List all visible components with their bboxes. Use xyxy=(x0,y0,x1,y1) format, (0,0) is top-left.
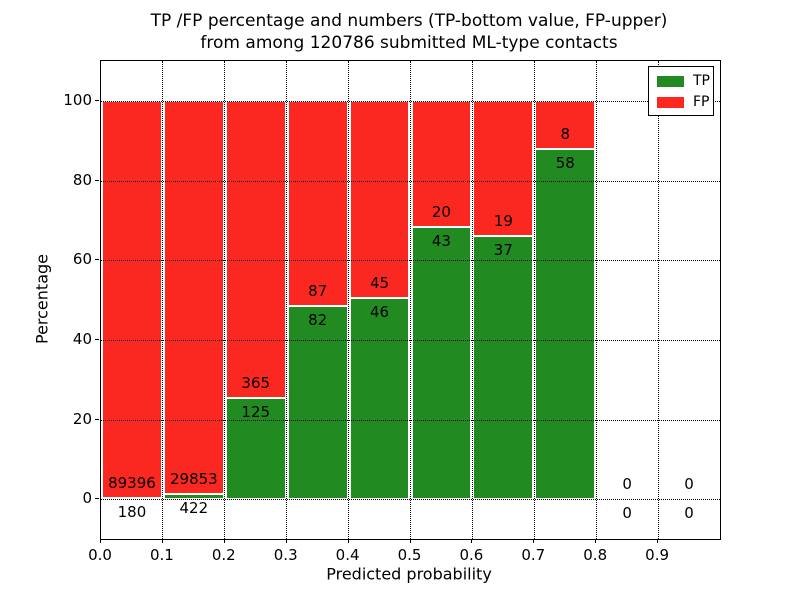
vertical-gridline xyxy=(224,61,226,539)
x-tick-label: 0.7 xyxy=(521,546,546,564)
legend-label-fp: FP xyxy=(693,94,710,110)
bar-tp-segment xyxy=(473,235,534,500)
legend-entry-fp: FP xyxy=(657,95,710,109)
chart-title-line1: TP /FP percentage and numbers (TP-bottom… xyxy=(150,11,668,31)
x-tick-mark xyxy=(595,539,597,543)
vertical-gridline xyxy=(162,61,164,539)
horizontal-gridline xyxy=(101,339,720,341)
vertical-gridline xyxy=(533,61,535,539)
bar-tp-segment xyxy=(287,305,348,500)
horizontal-gridline xyxy=(101,419,720,421)
x-tick-label: 0.4 xyxy=(335,546,360,564)
legend-label-tp: TP xyxy=(693,73,710,89)
legend-swatch-fp xyxy=(657,96,684,108)
vertical-gridline xyxy=(595,61,597,539)
bar-fp-segment xyxy=(287,100,348,306)
fp-count-label: 87 xyxy=(308,281,328,300)
bar-fp-segment xyxy=(473,100,534,236)
y-tick-label: 60 xyxy=(72,250,92,269)
fp-count-label: 0 xyxy=(622,475,632,494)
x-tick-mark xyxy=(657,539,659,543)
y-tick-mark xyxy=(95,338,99,340)
x-tick-label: 0.6 xyxy=(459,546,484,564)
x-tick-mark xyxy=(223,539,225,543)
tp-count-label: 125 xyxy=(241,402,271,421)
legend: TP FP xyxy=(648,66,714,116)
fp-count-label: 20 xyxy=(431,203,451,222)
legend-entry-tp: TP xyxy=(657,74,710,88)
x-tick-label: 0.9 xyxy=(645,546,670,564)
bar-tp-segment xyxy=(163,493,224,500)
y-tick-label: 100 xyxy=(63,90,92,109)
y-tick-mark xyxy=(95,498,99,500)
vertical-gridline xyxy=(471,61,473,539)
chart-title-line2: from among 120786 submitted ML-type cont… xyxy=(200,33,618,53)
x-tick-label: 0.1 xyxy=(149,546,174,564)
y-tick-mark xyxy=(95,99,99,101)
x-tick-mark xyxy=(533,539,535,543)
x-tick-mark xyxy=(471,539,473,543)
tp-count-label: 0 xyxy=(622,504,632,523)
x-tick-mark xyxy=(285,539,287,543)
y-tick-label: 20 xyxy=(72,409,92,428)
fp-count-label: 29853 xyxy=(169,469,218,488)
x-tick-label: 0.0 xyxy=(88,546,112,564)
tp-count-label: 46 xyxy=(370,302,390,321)
x-tick-mark xyxy=(409,539,411,543)
y-tick-mark xyxy=(95,418,99,420)
fp-count-label: 8 xyxy=(560,125,571,144)
tp-count-label: 58 xyxy=(555,154,575,173)
tp-count-label: 37 xyxy=(493,240,513,259)
tp-count-label: 180 xyxy=(117,503,147,522)
x-tick-mark xyxy=(347,539,349,543)
bar-fp-segment xyxy=(349,100,410,298)
tp-count-label: 43 xyxy=(431,232,451,251)
y-axis-label: Percentage xyxy=(32,253,52,345)
fp-count-label: 0 xyxy=(684,475,694,494)
fp-count-label: 19 xyxy=(493,211,513,230)
plot-area: TP FP 89396 180 29853 422 365 125 87 82 45 46 20 43… xyxy=(100,60,721,540)
bar-fp-segment xyxy=(163,100,224,494)
x-tick-mark xyxy=(161,539,163,543)
y-tick-label: 40 xyxy=(72,329,92,348)
chart-title: TP /FP percentage and numbers (TP-bottom… xyxy=(151,10,668,54)
tp-count-label: 0 xyxy=(684,504,694,523)
bar-fp-segment xyxy=(535,100,596,150)
tp-count-label: 82 xyxy=(308,310,328,329)
horizontal-gridline xyxy=(101,100,720,102)
y-tick-label: 80 xyxy=(72,170,92,189)
x-tick-label: 0.3 xyxy=(273,546,298,564)
x-tick-label: 0.2 xyxy=(211,546,236,564)
y-tick-mark xyxy=(95,179,99,181)
vertical-gridline xyxy=(286,61,288,539)
horizontal-gridline xyxy=(101,180,720,182)
horizontal-gridline xyxy=(101,260,720,262)
bar-tp-segment xyxy=(225,397,286,500)
x-tick-label: 0.8 xyxy=(583,546,608,564)
x-tick-mark xyxy=(100,539,101,543)
bar-fp-segment xyxy=(225,100,286,398)
bar-tp-segment xyxy=(411,227,472,500)
y-tick-label: 0 xyxy=(82,489,92,508)
tp-count-label: 422 xyxy=(179,498,209,517)
vertical-gridline xyxy=(657,61,659,539)
bar-fp-segment xyxy=(102,100,162,499)
fp-count-label: 365 xyxy=(241,373,271,392)
bar-tp-segment xyxy=(349,297,410,500)
fp-count-label: 89396 xyxy=(108,474,156,493)
vertical-gridline xyxy=(410,61,411,539)
fp-count-label: 45 xyxy=(370,273,390,292)
vertical-gridline xyxy=(348,61,350,539)
x-axis-label: Predicted probability xyxy=(326,564,492,584)
x-tick-label: 0.5 xyxy=(397,546,422,564)
bar-tp-segment xyxy=(535,149,596,500)
legend-swatch-tp xyxy=(657,75,684,87)
y-tick-mark xyxy=(95,259,99,261)
horizontal-gridline xyxy=(101,499,720,501)
